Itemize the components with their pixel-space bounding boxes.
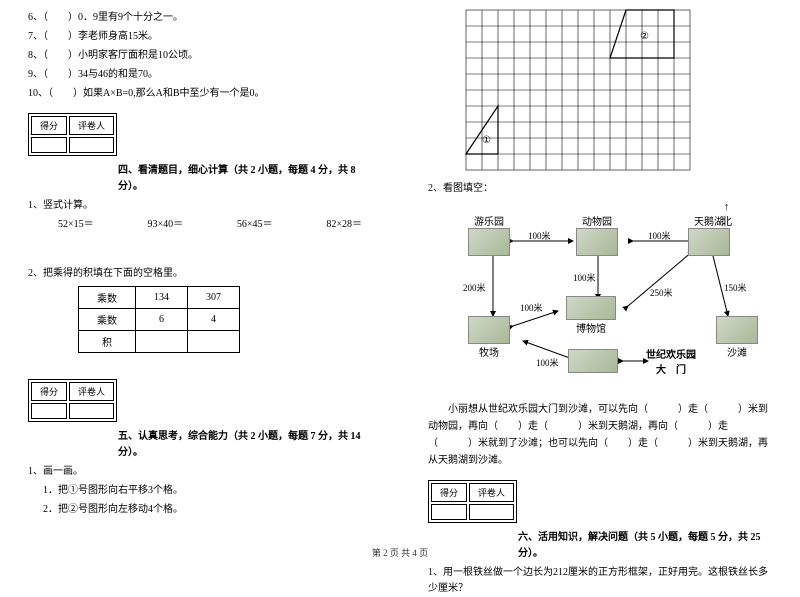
map-figure: ↑ 北 游乐园 <box>428 201 772 401</box>
product-table: 乘数134307 乘数64 积 <box>78 286 240 353</box>
distance-label: 200米 <box>463 281 486 294</box>
grader-label: 评卷人 <box>69 382 114 401</box>
grader-label: 评卷人 <box>469 483 514 502</box>
place-label: 沙滩 <box>716 344 758 359</box>
distance-label: 100米 <box>528 229 551 242</box>
amusement-image <box>468 228 510 256</box>
calc-expr: 82×28＝ <box>326 217 362 233</box>
calc-expr: 52×15＝ <box>58 217 94 233</box>
q4-2: 2、把乘得的积填在下面的空格里。 <box>28 266 372 282</box>
lake-image <box>688 228 730 256</box>
distance-label: 100米 <box>536 356 559 369</box>
table-cell: 4 <box>188 309 240 331</box>
score-cell <box>31 403 67 419</box>
ranch-image <box>468 316 510 344</box>
distance-label: 150米 <box>724 281 747 294</box>
fill-blank-paragraph: 小丽想从世纪欢乐园大门到沙滩，可以先向（ ）走（ ）米到动物园，再向（ ）走（ … <box>428 401 772 469</box>
distance-label: 100米 <box>573 271 596 284</box>
zoo-image <box>576 228 618 256</box>
table-cell: 134 <box>136 287 188 309</box>
tf-item: 8、（ ）小明家客厅面积是10公顷。 <box>28 48 372 64</box>
grader-cell <box>69 137 114 153</box>
section-4-title: 四、看清题目，细心计算（共 2 小题，每题 4 分，共 8 分）。 <box>118 165 356 192</box>
q5-1: 1、画一画。 <box>28 464 372 480</box>
score-cell <box>31 137 67 153</box>
score-label: 得分 <box>431 483 467 502</box>
shape-1-label: ① <box>482 135 491 146</box>
grader-cell <box>469 504 514 520</box>
distance-label: 100米 <box>648 229 671 242</box>
calc-expr: 56×45＝ <box>237 217 273 233</box>
score-cell <box>431 504 467 520</box>
table-cell: 乘数 <box>79 309 136 331</box>
grader-label: 评卷人 <box>69 116 114 135</box>
place-label: 牧场 <box>468 344 510 359</box>
score-table: 得分 评卷人 <box>28 113 117 156</box>
grid-figure: ① ② <box>458 5 772 175</box>
score-label: 得分 <box>31 382 67 401</box>
place-label: 游乐园 <box>468 213 510 228</box>
table-cell <box>136 331 188 353</box>
calc-expr: 93×40＝ <box>147 217 183 233</box>
distance-label: 100米 <box>520 301 543 314</box>
left-column: 6、（ ）0．9里有9个十分之一。 7、（ ）李老师身高15米。 8、（ ）小明… <box>0 0 400 545</box>
q4-1: 1、竖式计算。 <box>28 198 372 214</box>
place-label: 天鹅湖 <box>688 213 730 228</box>
place-label: 大 门 <box>646 361 696 376</box>
q5-1a: 1．把①号图形向右平移3个格。 <box>28 483 372 499</box>
shape-2-label: ② <box>640 31 649 42</box>
distance-label: 250米 <box>650 286 673 299</box>
museum-image <box>566 296 616 320</box>
section-5-title: 五、认真思考，综合能力（共 2 小题，每题 7 分，共 14 分）。 <box>118 431 361 458</box>
beach-image <box>716 316 758 344</box>
right-column: ① ② 2、看图填空： ↑ 北 <box>400 0 800 545</box>
table-cell: 307 <box>188 287 240 309</box>
tf-item: 6、（ ）0．9里有9个十分之一。 <box>28 10 372 26</box>
tf-item: 9、（ ）34与46的和是70。 <box>28 67 372 83</box>
place-label: 动物园 <box>576 213 618 228</box>
place-label: 博物馆 <box>566 320 616 335</box>
place-label: 世纪欢乐园 <box>646 346 696 361</box>
score-label: 得分 <box>31 116 67 135</box>
table-cell: 6 <box>136 309 188 331</box>
q6-1: 1、用一根铁丝做一个边长为212厘米的正方形框架，正好用完。这根铁丝长多少厘米？ <box>428 565 772 597</box>
table-cell: 乘数 <box>79 287 136 309</box>
table-cell <box>188 331 240 353</box>
tf-item: 7、（ ）李老师身高15米。 <box>28 29 372 45</box>
page-footer: 第 2 页 共 4 页 <box>0 546 800 559</box>
grader-cell <box>69 403 114 419</box>
q5-1b: 2．把②号图形向左移动4个格。 <box>28 502 372 518</box>
score-table: 得分 评卷人 <box>428 480 517 523</box>
q2-label: 2、看图填空： <box>428 181 772 197</box>
table-cell: 积 <box>79 331 136 353</box>
tf-item: 10、（ ）如果A×B=0,那么A和B中至少有一个是0。 <box>28 86 372 102</box>
gate-image <box>568 349 618 373</box>
score-table: 得分 评卷人 <box>28 379 117 422</box>
